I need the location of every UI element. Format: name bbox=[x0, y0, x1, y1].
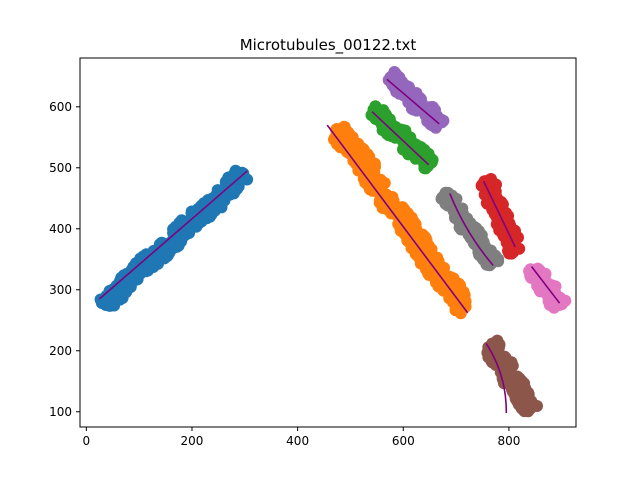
data-point bbox=[144, 250, 157, 263]
data-point bbox=[424, 151, 437, 164]
data-point bbox=[409, 228, 422, 241]
data-point bbox=[506, 376, 519, 389]
microtubule-series-4 bbox=[475, 173, 526, 260]
data-point bbox=[490, 252, 503, 265]
data-point bbox=[485, 173, 497, 185]
data-point bbox=[336, 122, 349, 135]
x-tick-label: 200 bbox=[181, 434, 204, 448]
data-point bbox=[407, 238, 420, 251]
microtubule-series-5 bbox=[382, 66, 450, 134]
y-tick-label: 300 bbox=[49, 283, 72, 297]
axis-layer: 0 200 400 600 800 100 200 300 400 500 600 bbox=[49, 100, 520, 448]
data-point bbox=[496, 353, 509, 366]
data-point bbox=[365, 109, 378, 122]
data-layer bbox=[94, 66, 572, 418]
fit-line-1 bbox=[98, 170, 248, 300]
fit-line-8 bbox=[449, 193, 494, 266]
x-tick-label: 800 bbox=[497, 434, 520, 448]
fit-line-5 bbox=[386, 78, 440, 125]
fit-line-7 bbox=[530, 266, 561, 304]
fit-layer bbox=[98, 78, 561, 414]
data-point bbox=[363, 183, 376, 196]
y-tick-label: 400 bbox=[49, 222, 72, 236]
data-point bbox=[387, 129, 400, 142]
data-point bbox=[396, 224, 409, 237]
data-point bbox=[429, 121, 442, 133]
data-point bbox=[386, 196, 399, 209]
data-point bbox=[453, 221, 466, 234]
data-point bbox=[167, 227, 180, 239]
data-point bbox=[396, 75, 409, 88]
y-tick-label: 200 bbox=[49, 344, 72, 358]
plot-frame bbox=[79, 57, 577, 428]
x-tick-label: 0 bbox=[83, 434, 91, 448]
data-point bbox=[521, 400, 533, 413]
data-point bbox=[538, 268, 551, 281]
microtubule-series-8 bbox=[435, 186, 505, 272]
data-point bbox=[456, 202, 469, 215]
fit-line-4 bbox=[482, 180, 517, 248]
data-point bbox=[418, 162, 431, 175]
data-point bbox=[378, 177, 391, 189]
microtubule-series-1 bbox=[94, 164, 254, 312]
data-point bbox=[540, 284, 553, 297]
fit-line-3 bbox=[371, 111, 430, 166]
data-point bbox=[340, 140, 353, 153]
microtubule-series-3 bbox=[365, 100, 439, 175]
data-point bbox=[453, 302, 466, 315]
y-tick-label: 100 bbox=[49, 405, 72, 419]
data-point bbox=[422, 267, 434, 280]
data-point bbox=[414, 141, 427, 153]
data-point bbox=[493, 341, 506, 353]
data-point bbox=[468, 220, 481, 233]
data-point bbox=[200, 212, 213, 225]
data-point bbox=[454, 288, 467, 300]
data-point bbox=[215, 198, 228, 211]
data-point bbox=[413, 103, 426, 116]
fit-line-2 bbox=[326, 124, 469, 314]
data-point bbox=[162, 248, 175, 261]
data-point bbox=[439, 186, 452, 199]
chart-title: Microtubules_00122.txt bbox=[240, 36, 417, 55]
data-point bbox=[435, 261, 447, 274]
data-point bbox=[551, 290, 563, 303]
data-point bbox=[480, 248, 493, 261]
data-point bbox=[510, 387, 523, 400]
data-point bbox=[493, 207, 506, 220]
data-point bbox=[402, 148, 415, 161]
fit-line-6 bbox=[485, 342, 508, 414]
data-point bbox=[515, 375, 528, 388]
x-tick-label: 600 bbox=[392, 434, 415, 448]
data-point bbox=[439, 273, 452, 286]
data-point bbox=[429, 104, 441, 116]
data-point bbox=[525, 267, 538, 280]
data-point bbox=[494, 222, 507, 235]
data-point bbox=[353, 150, 366, 163]
data-point bbox=[95, 295, 108, 308]
y-tick-label: 600 bbox=[49, 100, 72, 114]
x-tick-label: 400 bbox=[286, 434, 309, 448]
data-point bbox=[234, 172, 247, 185]
microtubule-series-6 bbox=[481, 334, 543, 418]
data-point bbox=[376, 124, 389, 137]
data-point bbox=[440, 197, 453, 210]
data-point bbox=[172, 239, 185, 252]
data-point bbox=[123, 270, 136, 282]
y-tick-label: 500 bbox=[49, 161, 72, 175]
data-point bbox=[226, 183, 239, 196]
data-point bbox=[113, 288, 126, 301]
